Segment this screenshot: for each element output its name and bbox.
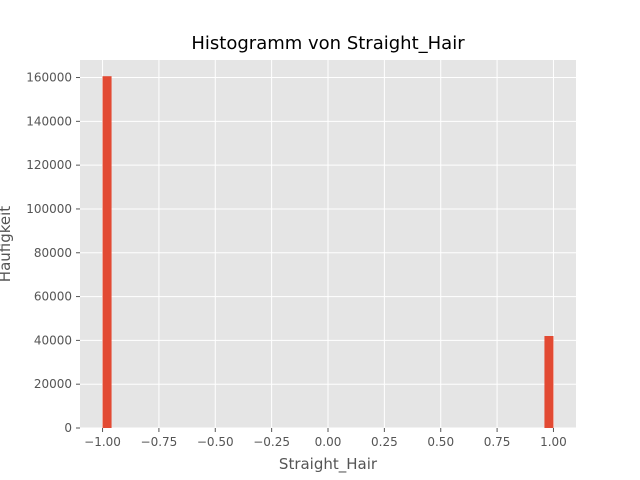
y-tick-label: 120000 [26, 158, 72, 172]
y-tick-label: 0 [64, 421, 72, 435]
y-axis-ticks: 0 20000 40000 60000 80000 100000 120000 140000 1… [26, 71, 80, 435]
y-tick-label: 60000 [34, 290, 72, 304]
x-tick-label: −1.00 [84, 435, 121, 449]
x-tick-label: 1.00 [540, 435, 567, 449]
x-tick-label: −0.50 [197, 435, 234, 449]
x-axis-ticks: −1.00 −0.75 −0.50 −0.25 0.00 0.25 0.50 0.75 1.00 [84, 428, 567, 449]
histogram-bar [102, 76, 112, 428]
x-axis-label: Straight_Hair [279, 455, 378, 474]
histogram-bars [102, 76, 554, 428]
y-tick-label: 160000 [26, 71, 72, 85]
x-tick-label: 0.75 [484, 435, 511, 449]
y-tick-label: 100000 [26, 202, 72, 216]
histogram-bar [544, 336, 554, 428]
grid-lines [80, 60, 576, 429]
x-tick-label: 0.00 [315, 435, 342, 449]
x-tick-label: −0.75 [141, 435, 178, 449]
x-tick-label: 0.25 [371, 435, 398, 449]
x-tick-label: −0.25 [253, 435, 290, 449]
y-tick-label: 40000 [34, 333, 72, 347]
chart-title: Histogramm von Straight_Hair [191, 33, 465, 54]
y-tick-label: 80000 [34, 246, 72, 260]
y-axis-label: Häufigkeit [0, 206, 14, 282]
y-tick-label: 20000 [34, 377, 72, 391]
x-tick-label: 0.50 [427, 435, 454, 449]
y-tick-label: 140000 [26, 114, 72, 128]
